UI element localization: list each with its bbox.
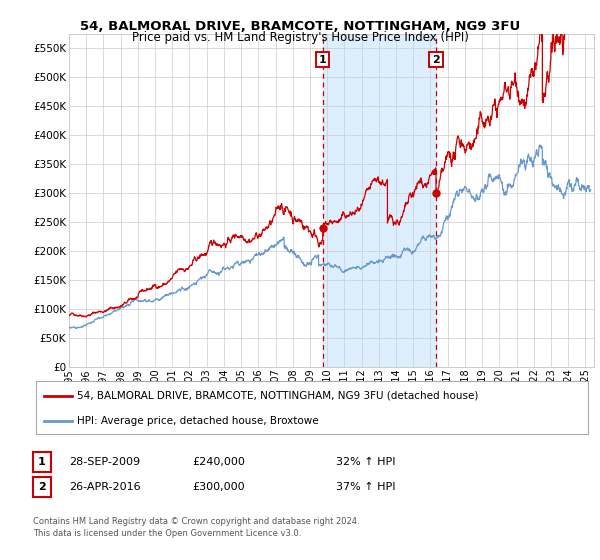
Bar — [323, 34, 436, 367]
Text: This data is licensed under the Open Government Licence v3.0.: This data is licensed under the Open Gov… — [33, 529, 301, 538]
Text: 54, BALMORAL DRIVE, BRAMCOTE, NOTTINGHAM, NG9 3FU (detached house): 54, BALMORAL DRIVE, BRAMCOTE, NOTTINGHAM… — [77, 391, 479, 401]
Text: HPI: Average price, detached house, Broxtowe: HPI: Average price, detached house, Brox… — [77, 416, 319, 426]
Text: Price paid vs. HM Land Registry's House Price Index (HPI): Price paid vs. HM Land Registry's House … — [131, 31, 469, 44]
Text: Contains HM Land Registry data © Crown copyright and database right 2024.: Contains HM Land Registry data © Crown c… — [33, 517, 359, 526]
Text: 26-APR-2016: 26-APR-2016 — [69, 482, 140, 492]
Text: 2: 2 — [38, 482, 46, 492]
Text: 37% ↑ HPI: 37% ↑ HPI — [336, 482, 395, 492]
Text: 28-SEP-2009: 28-SEP-2009 — [69, 457, 140, 467]
Text: 54, BALMORAL DRIVE, BRAMCOTE, NOTTINGHAM, NG9 3FU: 54, BALMORAL DRIVE, BRAMCOTE, NOTTINGHAM… — [80, 20, 520, 32]
Text: £300,000: £300,000 — [192, 482, 245, 492]
Text: 1: 1 — [319, 55, 326, 64]
Text: 1: 1 — [38, 457, 46, 467]
Text: 32% ↑ HPI: 32% ↑ HPI — [336, 457, 395, 467]
Text: 2: 2 — [432, 55, 440, 64]
Text: £240,000: £240,000 — [192, 457, 245, 467]
